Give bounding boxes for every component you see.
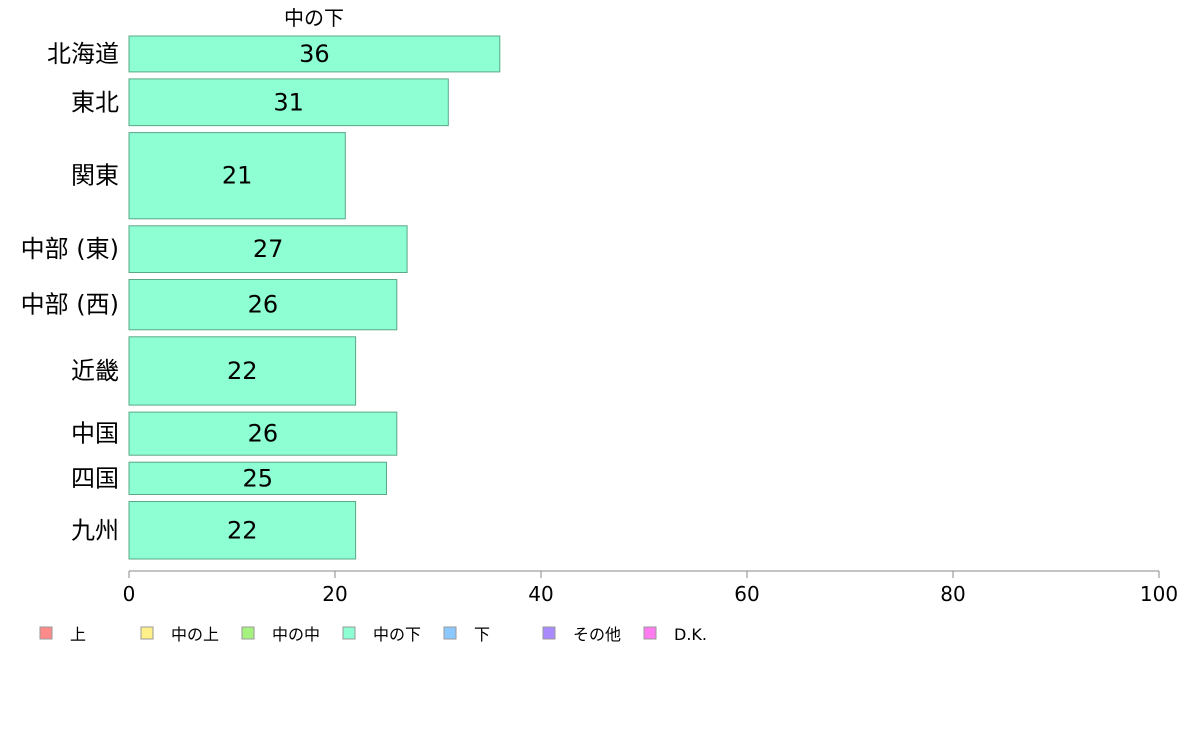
legend-label: 下 xyxy=(474,625,490,644)
value-label: 27 xyxy=(253,235,284,263)
legend-label: D.K. xyxy=(674,625,707,644)
x-tick-label: 40 xyxy=(528,582,553,606)
category-label: 九州 xyxy=(71,516,119,544)
bar xyxy=(128,279,398,331)
bars-group: 北海道 36 東北 31 関東 21 中部 (東) 27 中部 (西) 26 近畿 22 中国 26 四国 2… xyxy=(21,35,501,560)
category-label: 中部 (東) xyxy=(21,235,119,263)
legend-swatch xyxy=(643,626,657,640)
category-label: 近畿 xyxy=(71,357,119,385)
x-tick-label: 20 xyxy=(322,582,347,606)
legend-swatch xyxy=(542,626,556,640)
value-label: 36 xyxy=(299,40,330,68)
legend-label: 上 xyxy=(70,625,86,644)
value-label: 22 xyxy=(227,516,258,544)
value-label: 26 xyxy=(248,420,279,448)
legend-label: 中の下 xyxy=(373,625,421,644)
bar xyxy=(128,225,408,274)
value-label: 22 xyxy=(227,357,258,385)
legend-label: 中の中 xyxy=(272,625,320,644)
legend-swatch xyxy=(241,626,255,640)
legend-label: その他 xyxy=(573,625,621,644)
bar xyxy=(128,411,398,456)
x-tick-label: 80 xyxy=(940,582,965,606)
legend: 上 中の上 中の中 中の下 下 その他 D.K. xyxy=(39,625,707,644)
legend-swatch xyxy=(443,626,457,640)
category-label: 四国 xyxy=(71,464,119,492)
bar xyxy=(128,501,357,560)
value-label: 25 xyxy=(243,464,274,492)
bar xyxy=(128,336,357,406)
category-label: 関東 xyxy=(71,162,119,190)
x-tick-label: 0 xyxy=(123,582,136,606)
legend-swatch xyxy=(342,626,356,640)
chart-title: 中の下 xyxy=(284,6,344,30)
value-label: 31 xyxy=(273,88,304,116)
legend-swatch xyxy=(39,626,53,640)
value-label: 26 xyxy=(248,291,279,319)
legend-swatch xyxy=(140,626,154,640)
category-label: 北海道 xyxy=(47,40,119,68)
x-tick-label: 60 xyxy=(734,582,759,606)
bar xyxy=(128,461,387,496)
bar xyxy=(128,35,501,73)
category-label: 東北 xyxy=(71,88,119,116)
x-tick-label: 100 xyxy=(1140,582,1178,606)
category-label: 中国 xyxy=(71,420,119,448)
bar xyxy=(128,132,346,220)
x-axis: 0 20 40 60 80 100 xyxy=(123,570,1178,606)
bar xyxy=(128,78,449,127)
legend-label: 中の上 xyxy=(171,625,219,644)
category-label: 中部 (西) xyxy=(21,291,119,319)
value-label: 21 xyxy=(222,162,253,190)
